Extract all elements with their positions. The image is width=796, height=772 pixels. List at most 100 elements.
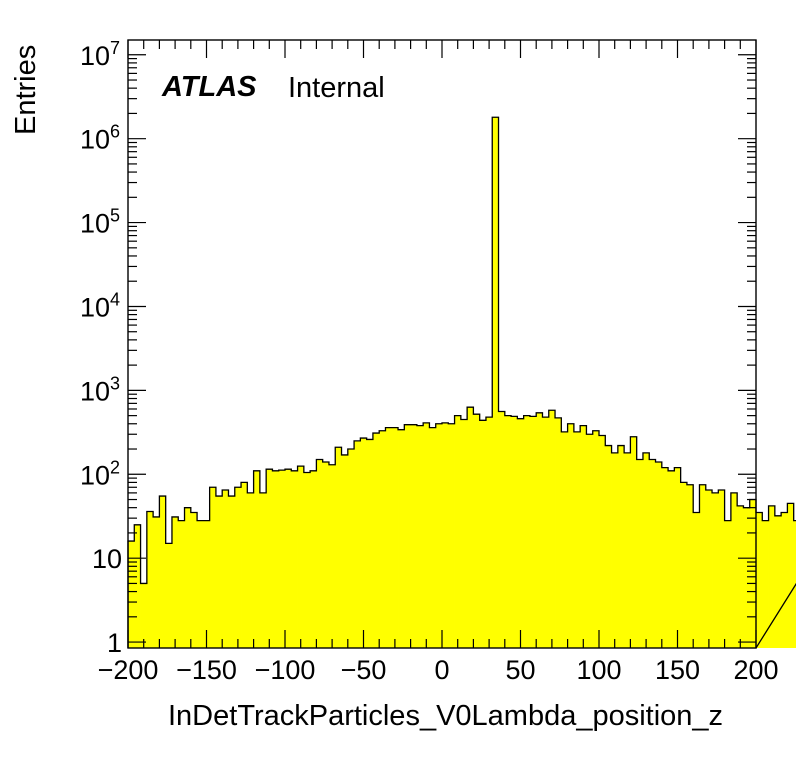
x-tick-label: −150 bbox=[176, 655, 237, 685]
y-tick-label: 107 bbox=[80, 38, 120, 71]
histogram-bin bbox=[617, 445, 625, 648]
histogram-bin bbox=[756, 512, 763, 648]
y-tick-label: 102 bbox=[80, 457, 120, 490]
histogram-bin bbox=[454, 415, 462, 648]
histogram-bin bbox=[724, 520, 732, 648]
histogram-bin bbox=[580, 425, 587, 648]
histogram-bin bbox=[197, 520, 204, 648]
y-tick-label: 105 bbox=[80, 206, 120, 239]
histogram-bin bbox=[655, 462, 663, 648]
histogram-bin bbox=[548, 410, 556, 648]
histogram-bin bbox=[316, 459, 324, 648]
histogram-bin bbox=[737, 505, 744, 648]
histogram-bin bbox=[504, 415, 512, 648]
histogram-bin bbox=[203, 520, 211, 648]
histogram-bin bbox=[146, 511, 154, 648]
histogram-bin bbox=[410, 424, 418, 648]
histogram-bin bbox=[511, 416, 518, 648]
histogram-bin bbox=[347, 449, 355, 648]
histogram-bin bbox=[404, 424, 411, 648]
x-tick-label: 50 bbox=[505, 655, 535, 685]
histogram-bin bbox=[128, 541, 135, 648]
x-tick-label: 0 bbox=[434, 655, 449, 685]
atlas-label: ATLAS bbox=[162, 71, 257, 103]
histogram-bin bbox=[762, 520, 769, 648]
histogram-bin bbox=[222, 489, 229, 648]
histogram-bin bbox=[303, 472, 311, 648]
x-tick-label: −100 bbox=[255, 655, 316, 685]
histogram-bin bbox=[266, 469, 273, 648]
histogram-bin bbox=[360, 438, 368, 648]
histogram-bin bbox=[473, 414, 481, 648]
histogram-bin bbox=[649, 459, 656, 648]
histogram-bin bbox=[592, 430, 600, 648]
histogram-bin bbox=[705, 489, 713, 648]
histogram-bin bbox=[134, 524, 141, 648]
histogram-bin bbox=[322, 462, 330, 648]
histogram-bin bbox=[599, 435, 606, 648]
histogram-bin bbox=[567, 423, 575, 648]
x-tick-label: 200 bbox=[733, 655, 778, 685]
histogram-bin bbox=[140, 583, 148, 648]
histogram-bin bbox=[611, 452, 619, 648]
histogram-bin bbox=[680, 482, 688, 648]
histogram-bin bbox=[636, 459, 644, 648]
histogram-bin bbox=[517, 418, 525, 648]
histogram-bin bbox=[241, 482, 248, 648]
y-tick-label: 10 bbox=[92, 544, 122, 574]
y-tick-label: 1 bbox=[107, 628, 122, 658]
histogram-bin bbox=[674, 467, 682, 648]
histogram-bin bbox=[366, 439, 374, 648]
histogram-bin bbox=[341, 454, 349, 648]
histogram-bin bbox=[693, 512, 700, 648]
histogram-bin bbox=[573, 431, 581, 648]
histogram-bin bbox=[253, 470, 261, 648]
histogram-bin bbox=[247, 492, 254, 648]
histogram-bin bbox=[285, 469, 292, 648]
histogram-bin bbox=[605, 445, 612, 648]
histogram-bin bbox=[730, 492, 738, 648]
histogram-bin bbox=[699, 484, 707, 648]
histogram-bin bbox=[561, 431, 568, 648]
histogram-bin bbox=[372, 433, 380, 648]
histogram-bin bbox=[159, 496, 167, 648]
histogram-bin bbox=[335, 447, 342, 648]
histogram-bin bbox=[153, 516, 160, 648]
histogram-bin bbox=[774, 515, 782, 648]
histogram-bin bbox=[460, 419, 468, 648]
histogram-bin bbox=[768, 505, 776, 648]
histogram-bin bbox=[379, 430, 386, 648]
histogram-bars bbox=[128, 117, 796, 649]
histogram-bin bbox=[555, 417, 562, 648]
histogram-bin bbox=[429, 427, 437, 648]
histogram-bin bbox=[209, 487, 217, 648]
histogram-bin bbox=[215, 496, 223, 648]
x-tick-label: −50 bbox=[341, 655, 387, 685]
y-axis-ticks: 1 10 102 103 104 105 106 107 bbox=[80, 38, 756, 658]
histogram-bin bbox=[793, 520, 796, 648]
histogram-bin bbox=[423, 422, 430, 648]
histogram-bin bbox=[536, 412, 543, 648]
histogram-bin bbox=[398, 429, 405, 648]
histogram-outline bbox=[127, 116, 796, 649]
histogram-bin bbox=[259, 492, 267, 648]
histogram-bin bbox=[749, 499, 757, 648]
histogram-bin bbox=[291, 470, 298, 648]
histogram-bin bbox=[485, 417, 493, 648]
histogram-bin bbox=[781, 512, 788, 648]
x-axis-title: InDetTrackParticles_V0Lambda_position_z bbox=[168, 700, 724, 732]
histogram-bin bbox=[624, 452, 631, 648]
histogram-bin bbox=[165, 543, 173, 648]
histogram-bin bbox=[354, 440, 361, 648]
histogram-bin bbox=[743, 507, 751, 648]
histogram-bin bbox=[385, 427, 393, 648]
histogram-bin bbox=[435, 423, 443, 648]
y-tick-label: 106 bbox=[80, 122, 120, 155]
x-axis-ticks: −200 −150 −100 −50 0 50 100 150 200 bbox=[98, 40, 779, 685]
internal-label: Internal bbox=[288, 72, 385, 104]
y-axis-title: Entries bbox=[10, 44, 42, 135]
histogram-bin bbox=[416, 425, 424, 648]
histogram-bin bbox=[542, 417, 550, 648]
histogram-bin bbox=[442, 422, 449, 648]
histogram-bin bbox=[668, 470, 675, 648]
